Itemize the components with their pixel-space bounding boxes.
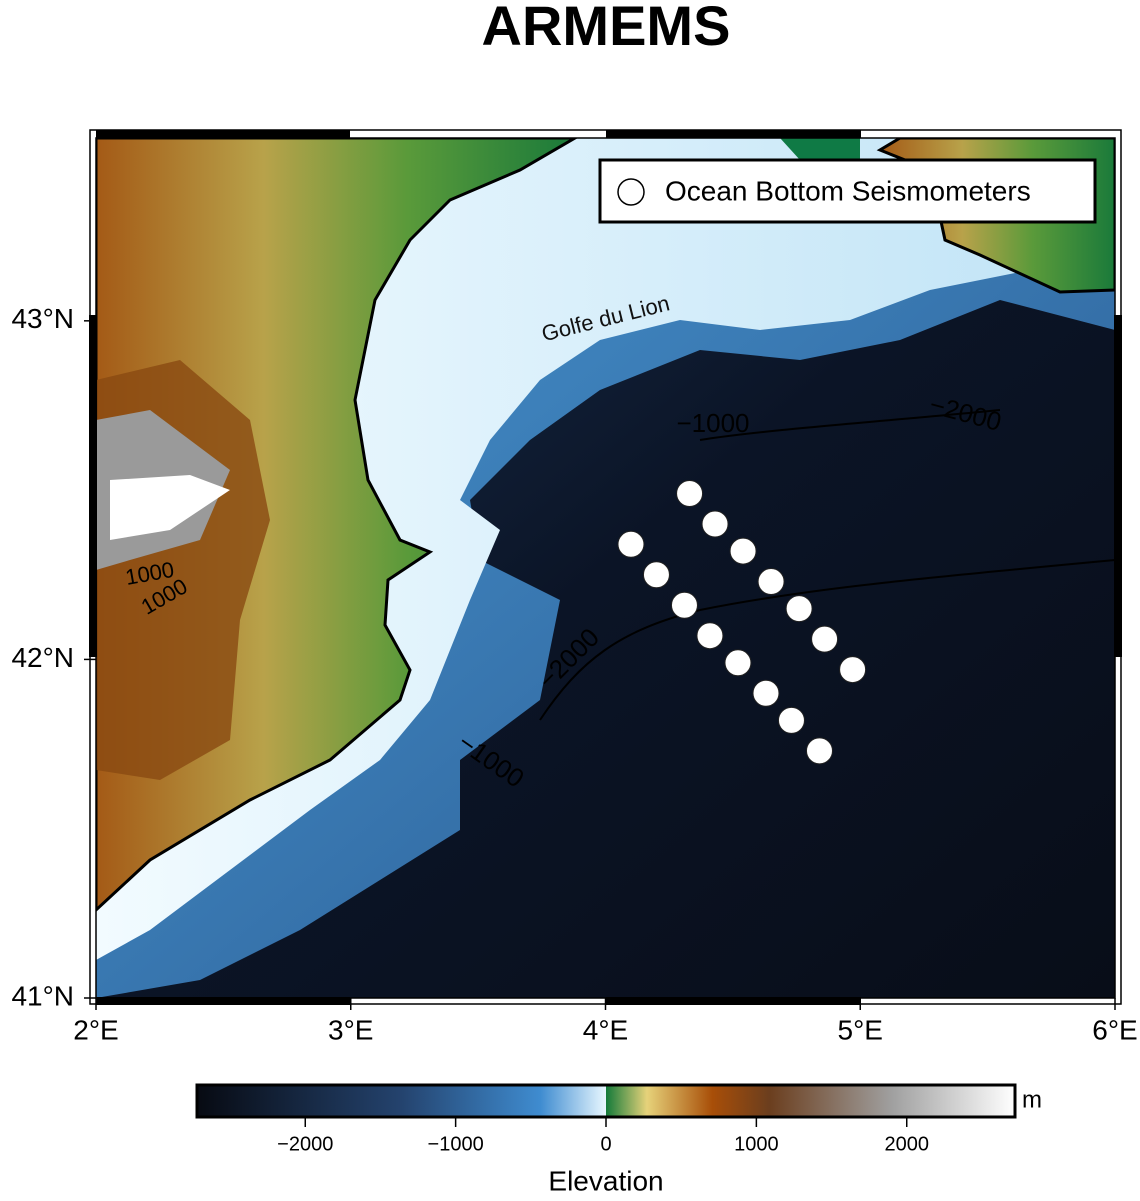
station [777,706,805,734]
legend-symbol [617,178,645,206]
colorbar-tick-label: −2000 [277,1133,333,1155]
station [724,649,752,677]
colorbar-tick-label: −1000 [428,1133,484,1155]
station [839,656,867,684]
station [811,625,839,653]
colorbar-title: Elevation [548,1165,663,1196]
contour [539,409,1115,721]
station [729,537,757,565]
x-tick-label: 6°E [1092,1014,1137,1045]
map-annotation: −1000 [676,408,749,438]
land [780,138,860,160]
colorbar-tick-label: 2000 [884,1133,929,1155]
legend-box [598,158,1097,224]
station [696,622,724,650]
x-tick-label: 2°E [73,1014,118,1045]
station [642,561,670,589]
colorbar-tick-label: 0 [600,1133,611,1155]
station [701,510,729,538]
x-tick-label: 3°E [328,1014,373,1045]
y-tick-label: 42°N [11,642,74,673]
legend: Ocean Bottom Seismometers [598,158,1097,224]
frame-bars [89,130,1122,1005]
peaks [110,475,230,540]
y-tick-label: 41°N [11,980,74,1011]
colorbar-tick-label: 1000 [734,1133,779,1155]
colorbar [195,1083,1017,1119]
map-title: ARMEMS [482,0,731,57]
relief [96,138,1115,998]
station [752,679,780,707]
station [676,480,704,508]
legend-label: Ocean Bottom Seismometers [665,175,1031,206]
station [617,530,645,558]
colorbar-unit: m [1022,1086,1042,1113]
x-tick-label: 5°E [838,1014,883,1045]
station [785,595,813,623]
station [757,568,785,596]
station [670,591,698,619]
y-tick-label: 43°N [11,303,74,334]
x-tick-label: 4°E [583,1014,628,1045]
station [805,737,833,765]
